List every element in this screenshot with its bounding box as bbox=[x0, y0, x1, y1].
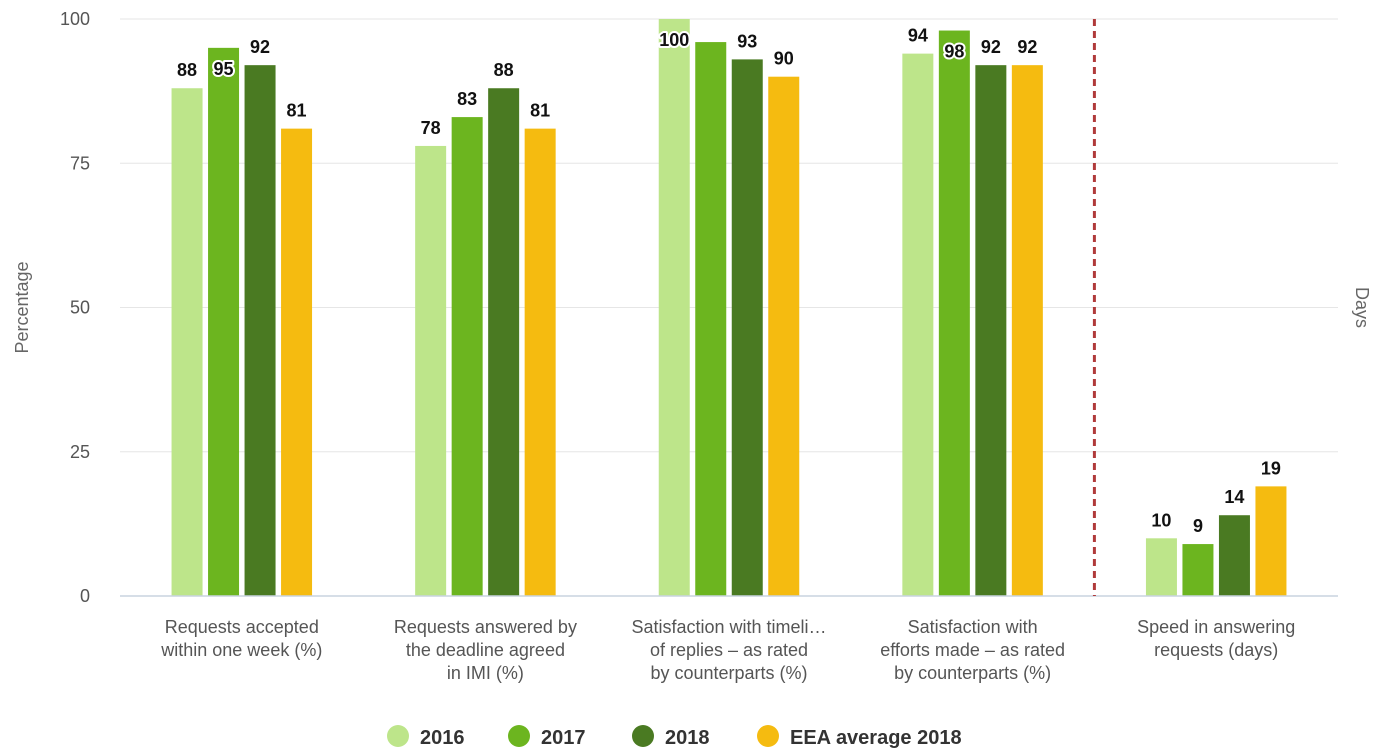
legend[interactable]: 2016 2017 2018 EEA average 2018 bbox=[387, 725, 962, 749]
data-label: 92 bbox=[981, 37, 1001, 57]
data-label: 81 bbox=[530, 101, 550, 121]
bar-2016[interactable] bbox=[902, 53, 934, 597]
bar-eea-average-2018[interactable] bbox=[1255, 486, 1287, 596]
y2-axis-title: Days bbox=[1352, 287, 1372, 328]
bar-eea-average-2018[interactable] bbox=[768, 76, 800, 596]
bar-2017[interactable] bbox=[1182, 544, 1214, 596]
bar-2016[interactable] bbox=[415, 145, 447, 596]
bar-2018[interactable] bbox=[731, 59, 763, 596]
y-tick-label: 50 bbox=[70, 298, 90, 318]
bar-2016[interactable] bbox=[171, 88, 203, 597]
bar-2017[interactable] bbox=[938, 30, 970, 597]
data-label: 78 bbox=[421, 118, 441, 138]
gridlines bbox=[120, 18, 1338, 453]
y-tick-label: 25 bbox=[70, 442, 90, 462]
bar-eea-average-2018[interactable] bbox=[1011, 65, 1043, 596]
data-label: 88 bbox=[177, 60, 197, 80]
data-label: 93 bbox=[737, 31, 757, 51]
data-label: 83 bbox=[457, 89, 477, 109]
legend-label: 2018 bbox=[665, 727, 710, 749]
bar-2018[interactable] bbox=[488, 88, 520, 597]
bar-2018[interactable] bbox=[1218, 515, 1250, 596]
data-label: 90 bbox=[774, 49, 794, 69]
legend-item[interactable]: 2018 bbox=[632, 725, 710, 749]
axes: 0 25 50 75 100 Requests accepted within one we… bbox=[60, 9, 1338, 683]
y-tick-label: 0 bbox=[80, 586, 90, 606]
legend-item[interactable]: 2016 bbox=[387, 725, 465, 749]
data-label: 95 bbox=[214, 59, 234, 79]
bar-2016[interactable] bbox=[1145, 538, 1177, 596]
bar-eea-average-2018[interactable] bbox=[281, 128, 313, 596]
bar-2016[interactable] bbox=[658, 19, 690, 596]
legend-swatch bbox=[508, 725, 530, 747]
data-label: 92 bbox=[1017, 37, 1037, 57]
x-category-label: Satisfaction with timeli… of replies – as… bbox=[631, 617, 826, 683]
data-label: 19 bbox=[1261, 458, 1281, 478]
data-label: 98 bbox=[944, 42, 964, 62]
legend-swatch bbox=[387, 725, 409, 747]
x-category-label: Speed in answering requests (days) bbox=[1137, 617, 1295, 660]
data-label: 10 bbox=[1151, 510, 1171, 530]
x-category-label: Satisfaction with efforts made – as rated… bbox=[880, 617, 1065, 683]
bar-2018[interactable] bbox=[975, 65, 1007, 596]
bar-2018[interactable] bbox=[244, 65, 276, 596]
data-label: 92 bbox=[250, 37, 270, 57]
legend-item[interactable]: EEA average 2018 bbox=[757, 725, 962, 749]
legend-label: 2016 bbox=[420, 727, 465, 749]
legend-label: 2017 bbox=[541, 727, 586, 749]
y-tick-label: 100 bbox=[60, 9, 90, 29]
data-label: 88 bbox=[494, 60, 514, 80]
data-label: 100 bbox=[659, 30, 689, 50]
bar-2017[interactable] bbox=[208, 47, 240, 597]
legend-swatch bbox=[757, 725, 779, 747]
x-category-label: Requests answered by the deadline agreed i… bbox=[394, 617, 577, 683]
legend-label: EEA average 2018 bbox=[790, 727, 962, 749]
y-axis-title: Percentage bbox=[12, 261, 32, 353]
legend-item[interactable]: 2017 bbox=[508, 725, 586, 749]
bar-2017[interactable] bbox=[695, 42, 727, 596]
data-label: 9 bbox=[1193, 516, 1203, 536]
data-label: 14 bbox=[1224, 487, 1244, 507]
x-category-label: Requests accepted within one week (%) bbox=[160, 617, 322, 660]
data-label: 94 bbox=[908, 26, 928, 46]
data-labels: 88 78 100 94 10 95 83 98 9 92 88 93 92 14 81 81 90 92 19 bbox=[177, 26, 1281, 536]
bar-eea-average-2018[interactable] bbox=[524, 128, 556, 596]
data-label: 81 bbox=[287, 101, 307, 121]
bar-2017[interactable] bbox=[451, 117, 483, 596]
bars bbox=[171, 19, 1287, 597]
y-tick-label: 75 bbox=[70, 153, 90, 173]
legend-swatch bbox=[632, 725, 654, 747]
